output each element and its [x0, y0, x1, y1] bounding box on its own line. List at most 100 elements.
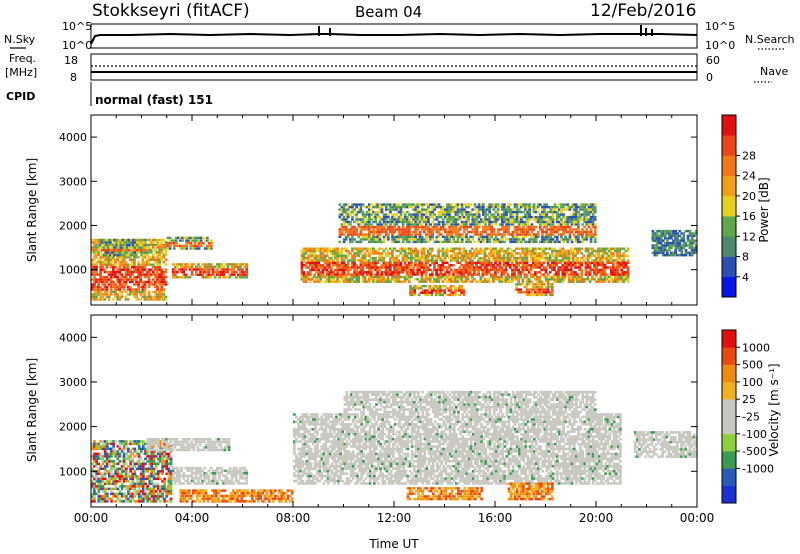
data-cell [563, 268, 567, 272]
data-cell [549, 218, 553, 221]
data-cell [477, 233, 481, 236]
data-cell [460, 275, 464, 279]
data-cell [410, 275, 413, 279]
data-cell [542, 266, 546, 269]
data-cell [481, 264, 485, 267]
data-cell [399, 261, 403, 264]
data-cell [384, 228, 388, 231]
data-cell [304, 252, 308, 255]
data-cell [428, 280, 432, 283]
data-cell [694, 232, 698, 235]
data-cell [175, 244, 178, 248]
data-cell [659, 241, 663, 245]
data-cell [588, 261, 592, 264]
data-cell [519, 273, 523, 276]
data-cell [116, 298, 119, 301]
data-cell [319, 256, 323, 260]
data-cell [327, 273, 331, 276]
data-cell [116, 462, 120, 466]
data-cell [450, 203, 453, 206]
data-cell [99, 278, 103, 281]
data-cell [542, 252, 546, 255]
data-cell [93, 283, 96, 286]
data-cell [119, 248, 123, 252]
data-cell [412, 240, 415, 244]
data-cell [562, 213, 565, 216]
data-cell [205, 268, 209, 271]
data-cell [473, 205, 477, 209]
data-cell [462, 247, 466, 250]
data-cell [560, 235, 563, 239]
data-cell [118, 238, 122, 242]
data-cell [553, 249, 556, 253]
data-cell [475, 254, 478, 257]
data-cell [391, 215, 394, 219]
data-cell [522, 225, 525, 229]
data-cell [95, 457, 98, 461]
data-cell [488, 240, 491, 244]
data-cell [304, 273, 308, 276]
data-cell [363, 252, 367, 255]
data-cell [471, 218, 475, 221]
data-cell [386, 275, 390, 279]
data-cell [338, 230, 342, 234]
data-cell [311, 266, 314, 269]
data-cell [502, 256, 506, 260]
nsky-tick-bottom-right: 10^0 [705, 39, 735, 52]
data-cell [422, 247, 426, 250]
data-cell [551, 238, 555, 241]
data-cell [386, 280, 390, 283]
data-cell [484, 238, 487, 241]
data-cell [574, 238, 578, 241]
data-cell [93, 263, 96, 266]
data-cell [578, 247, 581, 250]
data-cell [452, 259, 455, 262]
data-cell [469, 240, 472, 244]
data-cell [115, 241, 118, 244]
data-cell [558, 233, 561, 236]
data-cell [111, 248, 114, 252]
data-cell [549, 230, 553, 234]
data-cell [420, 264, 424, 267]
data-cell [547, 238, 551, 241]
data-cell [143, 261, 147, 264]
data-cell [452, 240, 456, 244]
data-cell [486, 235, 489, 239]
data-cell [481, 256, 485, 260]
date-title: 12/Feb/2016 [590, 1, 696, 21]
data-cell [494, 271, 497, 274]
data-cell [505, 215, 508, 219]
data-cell [152, 283, 155, 286]
data-cell [534, 208, 538, 211]
data-cell [160, 270, 164, 274]
data-cell [115, 246, 118, 249]
data-cell [454, 235, 458, 239]
data-cell [448, 233, 451, 236]
data-cell [115, 248, 118, 252]
data-cell [502, 252, 506, 255]
data-cell [437, 233, 441, 236]
data-cell [370, 271, 373, 274]
data-cell [661, 229, 665, 233]
data-cell [527, 271, 531, 274]
data-cell [232, 265, 236, 269]
freq-tick-top: 18 [64, 54, 78, 67]
data-cell [436, 293, 440, 297]
data-cell [450, 280, 453, 283]
data-cell [498, 205, 502, 209]
data-cell [424, 261, 428, 264]
data-cell [317, 278, 321, 281]
data-cell [694, 244, 698, 247]
data-cell [437, 268, 440, 272]
data-cell [587, 203, 591, 206]
data-cell [539, 213, 542, 216]
data-cell [588, 254, 592, 257]
data-cell [401, 249, 405, 253]
data-cell [525, 273, 529, 276]
data-cell [420, 203, 424, 206]
data-cell [485, 259, 489, 262]
data-cell [353, 271, 356, 274]
data-cell [102, 241, 106, 244]
data-cell [513, 268, 516, 272]
data-cell [110, 482, 113, 486]
